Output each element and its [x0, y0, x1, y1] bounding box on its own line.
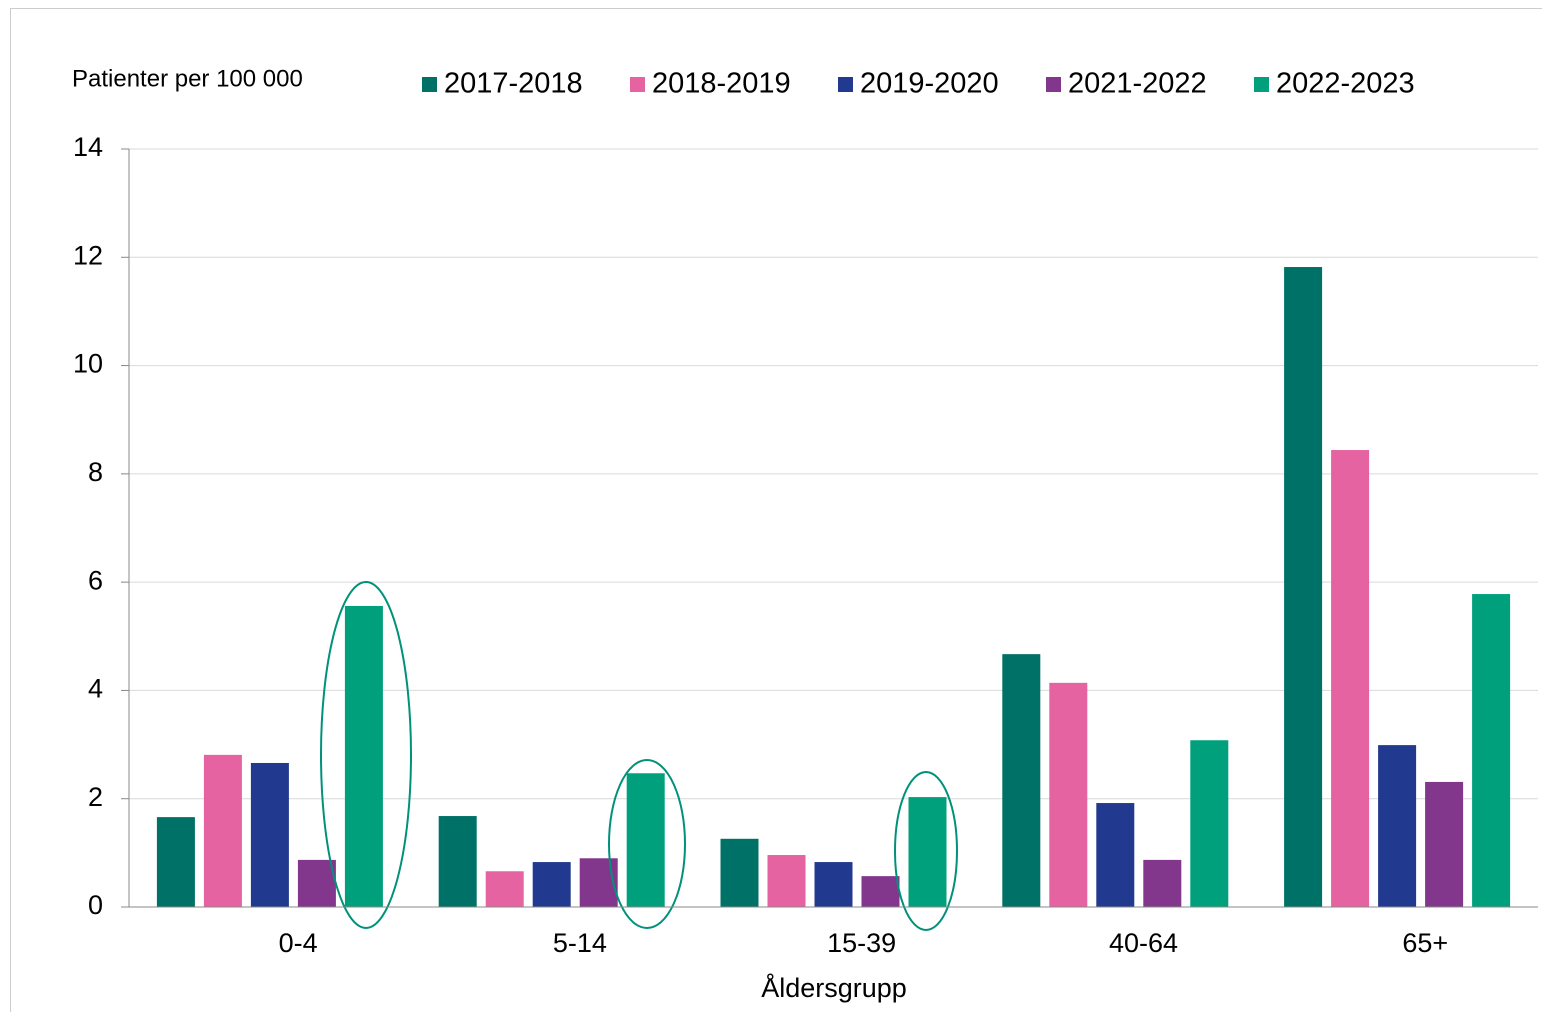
- bar: [1002, 654, 1041, 907]
- x-tick-label: 65+: [1402, 928, 1448, 958]
- y-tick-label: 14: [73, 132, 103, 162]
- y-axis-label: Patienter per 100 000: [72, 65, 303, 92]
- legend-swatch: [422, 77, 437, 92]
- frame: [10, 8, 1542, 1012]
- bar: [532, 862, 571, 907]
- bar: [485, 871, 524, 907]
- legend-label: 2017-2018: [444, 68, 583, 100]
- bar: [1096, 803, 1135, 907]
- highlight-ellipse: [608, 759, 686, 929]
- bar: [1331, 450, 1370, 907]
- x-tick-label: 40-64: [1109, 928, 1178, 958]
- y-tick-label: 4: [88, 674, 103, 704]
- y-tick-label: 10: [73, 349, 103, 379]
- bar: [1049, 682, 1088, 907]
- bar: [438, 816, 477, 907]
- bar: [814, 862, 853, 907]
- legend-swatch: [1254, 77, 1269, 92]
- legend-label: 2022-2023: [1276, 68, 1415, 100]
- bar: [344, 605, 383, 907]
- highlights: [320, 581, 958, 931]
- bar: [579, 858, 618, 907]
- bar: [203, 754, 242, 907]
- y-tick-label: 8: [88, 457, 103, 487]
- bar: [908, 797, 947, 907]
- x-tick-label: 15-39: [827, 928, 896, 958]
- bar: [861, 876, 900, 907]
- bar: [626, 773, 665, 907]
- highlight-ellipse: [320, 581, 412, 929]
- bar: [1425, 781, 1464, 907]
- bar: [1143, 859, 1182, 907]
- highlight-ellipse: [894, 771, 958, 931]
- legend-swatch: [630, 77, 645, 92]
- y-tick-label: 2: [88, 782, 103, 812]
- legend-label: 2019-2020: [860, 68, 999, 100]
- x-tick-label: 0-4: [279, 928, 318, 958]
- bar: [297, 859, 336, 907]
- bar: [250, 762, 289, 907]
- legend-swatch: [838, 77, 853, 92]
- y-tick-label: 6: [88, 565, 103, 595]
- bar: [1472, 594, 1511, 907]
- y-tick-label: 12: [73, 240, 103, 270]
- bar: [156, 817, 195, 907]
- bar: [1378, 745, 1417, 907]
- bar: [1284, 267, 1323, 907]
- legend-label: 2018-2019: [652, 68, 791, 100]
- bar: [1190, 740, 1229, 907]
- bar: [767, 855, 806, 907]
- bar: [720, 838, 759, 907]
- legend-label: 2021-2022: [1068, 68, 1207, 100]
- y-tick-label: 0: [88, 890, 103, 920]
- x-axis-label: Åldersgrupp: [761, 972, 907, 1003]
- legend-swatch: [1046, 77, 1061, 92]
- x-tick-label: 5-14: [553, 928, 607, 958]
